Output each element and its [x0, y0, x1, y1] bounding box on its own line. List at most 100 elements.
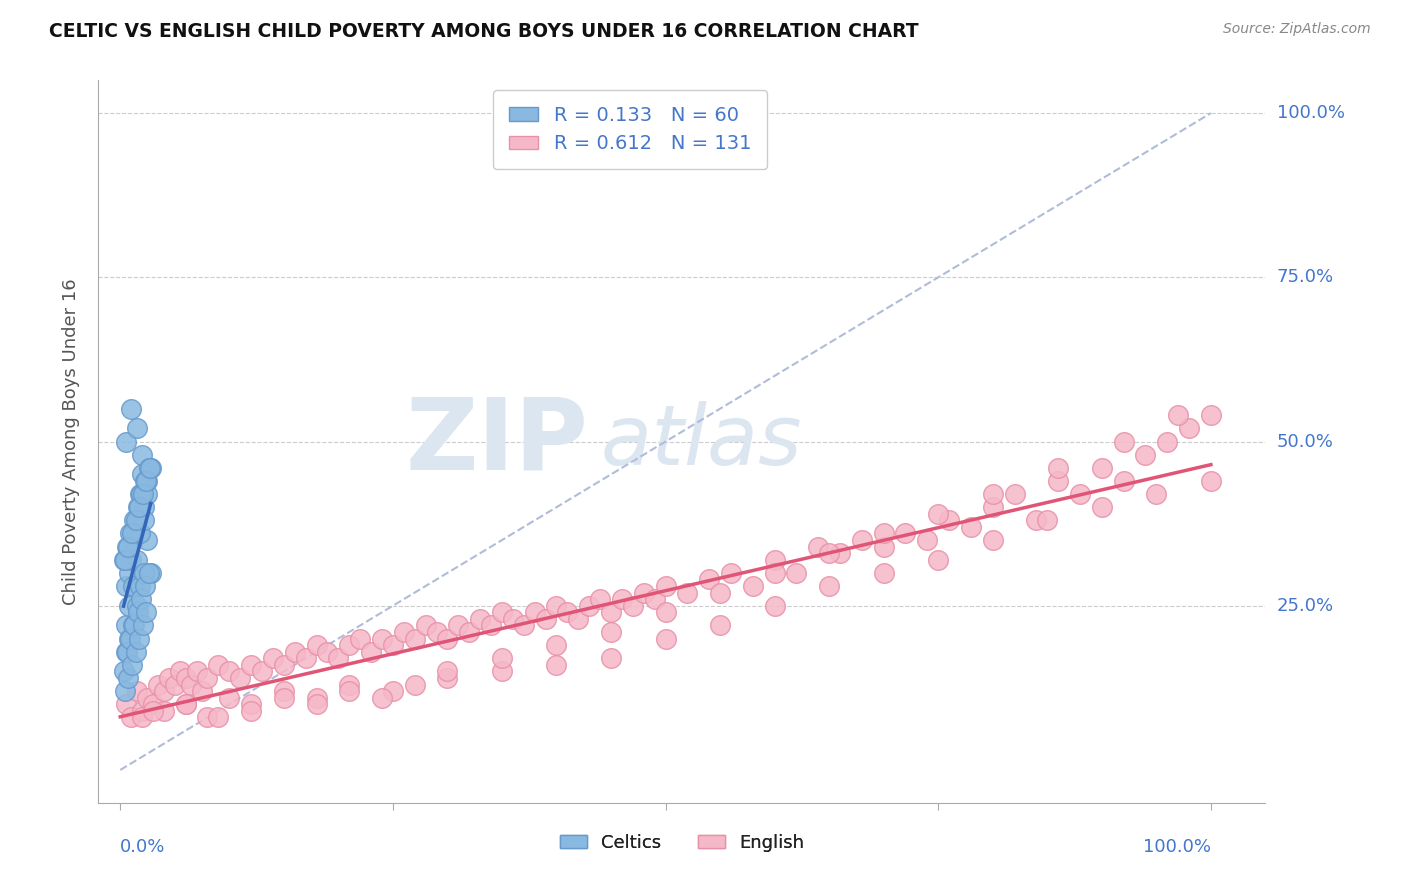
- Point: [600, 605, 623, 619]
- Point: [191, 684, 214, 698]
- Point: [132, 487, 155, 501]
- Point: [142, 704, 165, 718]
- Point: [134, 500, 156, 515]
- Point: [610, 592, 633, 607]
- Text: CELTIC VS ENGLISH CHILD POVERTY AMONG BOYS UNDER 16 CORRELATION CHART: CELTIC VS ENGLISH CHILD POVERTY AMONG BO…: [49, 22, 920, 41]
- Point: [117, 540, 139, 554]
- Point: [240, 698, 263, 712]
- Point: [479, 618, 502, 632]
- Point: [139, 460, 162, 475]
- Point: [1047, 474, 1070, 488]
- Point: [337, 638, 360, 652]
- Point: [697, 573, 720, 587]
- Point: [120, 553, 142, 567]
- Point: [425, 625, 447, 640]
- Point: [114, 553, 136, 567]
- Point: [337, 677, 360, 691]
- Point: [218, 665, 240, 679]
- Point: [1112, 474, 1135, 488]
- Point: [436, 632, 458, 646]
- Point: [316, 645, 339, 659]
- Point: [981, 500, 1004, 515]
- Point: [644, 592, 666, 607]
- Point: [305, 690, 328, 705]
- Point: [125, 599, 148, 613]
- Point: [136, 533, 159, 547]
- Point: [1004, 487, 1026, 501]
- Point: [294, 651, 316, 665]
- Point: [136, 474, 159, 488]
- Point: [654, 579, 676, 593]
- Point: [124, 645, 146, 659]
- Point: [546, 599, 568, 613]
- Point: [557, 605, 579, 619]
- Text: ZIP: ZIP: [406, 393, 589, 490]
- Point: [132, 618, 155, 632]
- Point: [207, 710, 229, 724]
- Point: [125, 553, 148, 567]
- Point: [121, 526, 143, 541]
- Point: [1091, 460, 1114, 475]
- Point: [873, 540, 896, 554]
- Y-axis label: Child Poverty Among Boys Under 16: Child Poverty Among Boys Under 16: [62, 278, 80, 605]
- Point: [118, 526, 141, 541]
- Point: [709, 585, 731, 599]
- Point: [763, 566, 786, 580]
- Point: [720, 566, 742, 580]
- Point: [1112, 434, 1135, 449]
- Point: [134, 579, 156, 593]
- Point: [360, 645, 382, 659]
- Point: [124, 513, 146, 527]
- Point: [328, 651, 350, 665]
- Point: [129, 592, 152, 607]
- Point: [218, 690, 240, 705]
- Point: [1167, 409, 1189, 423]
- Point: [174, 698, 197, 712]
- Point: [567, 612, 589, 626]
- Point: [273, 684, 295, 698]
- Text: 50.0%: 50.0%: [1277, 433, 1333, 450]
- Point: [134, 513, 156, 527]
- Point: [114, 645, 136, 659]
- Point: [600, 651, 623, 665]
- Point: [114, 684, 136, 698]
- Point: [112, 665, 135, 679]
- Point: [818, 579, 841, 593]
- Point: [371, 690, 394, 705]
- Point: [523, 605, 546, 619]
- Point: [894, 526, 917, 541]
- Point: [124, 513, 146, 527]
- Point: [122, 533, 145, 547]
- Point: [381, 684, 404, 698]
- Point: [676, 585, 699, 599]
- Point: [138, 566, 160, 580]
- Point: [337, 684, 360, 698]
- Point: [128, 487, 150, 501]
- Point: [153, 684, 176, 698]
- Point: [118, 566, 141, 580]
- Point: [122, 618, 145, 632]
- Point: [763, 553, 786, 567]
- Point: [741, 579, 763, 593]
- Point: [1091, 500, 1114, 515]
- Point: [153, 704, 176, 718]
- Point: [436, 665, 458, 679]
- Point: [1135, 448, 1157, 462]
- Point: [114, 618, 136, 632]
- Text: atlas: atlas: [600, 401, 801, 482]
- Point: [851, 533, 873, 547]
- Point: [981, 487, 1004, 501]
- Point: [114, 434, 136, 449]
- Point: [534, 612, 557, 626]
- Point: [122, 579, 145, 593]
- Point: [621, 599, 644, 613]
- Text: 25.0%: 25.0%: [1277, 597, 1334, 615]
- Point: [491, 605, 513, 619]
- Point: [174, 671, 197, 685]
- Point: [174, 698, 197, 712]
- Point: [305, 698, 328, 712]
- Point: [120, 401, 142, 416]
- Text: Source: ZipAtlas.com: Source: ZipAtlas.com: [1223, 22, 1371, 37]
- Point: [127, 605, 149, 619]
- Point: [128, 500, 150, 515]
